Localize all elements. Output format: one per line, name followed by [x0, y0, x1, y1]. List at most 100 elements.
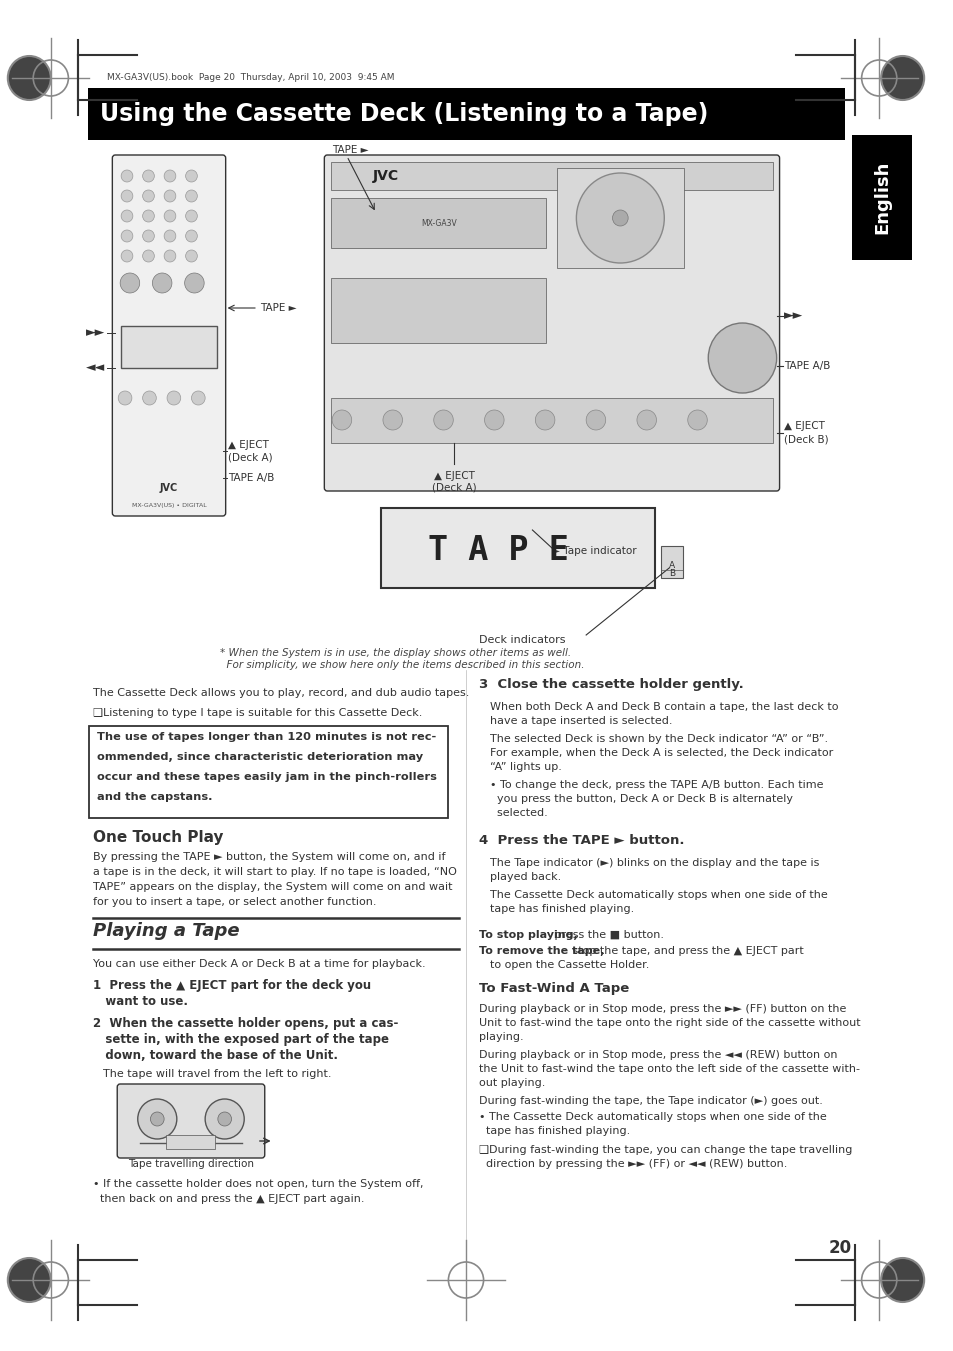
Circle shape — [484, 409, 503, 430]
FancyBboxPatch shape — [324, 155, 779, 490]
Text: 20: 20 — [828, 1239, 851, 1256]
Text: The Cassette Deck allows you to play, record, and dub audio tapes.: The Cassette Deck allows you to play, re… — [92, 688, 469, 698]
Circle shape — [143, 170, 154, 182]
Circle shape — [121, 250, 132, 262]
Text: MX-GA3V(US) • DIGITAL: MX-GA3V(US) • DIGITAL — [132, 504, 206, 508]
Text: occur and these tapes easily jam in the pinch-rollers: occur and these tapes easily jam in the … — [96, 771, 436, 782]
Circle shape — [8, 55, 51, 100]
Text: ▲ EJECT: ▲ EJECT — [434, 471, 475, 481]
Circle shape — [434, 409, 453, 430]
Text: During fast-winding the tape, the Tape indicator (►) goes out.: During fast-winding the tape, the Tape i… — [478, 1096, 821, 1106]
Text: For example, when the Deck A is selected, the Deck indicator: For example, when the Deck A is selected… — [490, 748, 833, 758]
Bar — [380, 508, 654, 588]
Text: down, toward the base of the Unit.: down, toward the base of the Unit. — [92, 1048, 337, 1062]
Text: 3  Close the cassette holder gently.: 3 Close the cassette holder gently. — [478, 678, 742, 690]
Text: When both Deck A and Deck B contain a tape, the last deck to: When both Deck A and Deck B contain a ta… — [490, 703, 838, 712]
Circle shape — [186, 209, 197, 222]
Text: • If the cassette holder does not open, turn the System off,: • If the cassette holder does not open, … — [92, 1179, 423, 1189]
Circle shape — [118, 390, 132, 405]
Text: and the capstans.: and the capstans. — [96, 792, 212, 802]
Text: direction by pressing the ►► (FF) or ◄◄ (REW) button.: direction by pressing the ►► (FF) or ◄◄ … — [478, 1159, 786, 1169]
Circle shape — [164, 190, 175, 203]
Text: ommended, since characteristic deterioration may: ommended, since characteristic deteriora… — [96, 753, 422, 762]
Text: 2  When the cassette holder opens, put a cas-: 2 When the cassette holder opens, put a … — [92, 1017, 397, 1029]
Circle shape — [121, 209, 132, 222]
Circle shape — [120, 273, 139, 293]
Circle shape — [143, 390, 156, 405]
Text: ▲ EJECT: ▲ EJECT — [783, 422, 824, 431]
Text: The use of tapes longer than 120 minutes is not rec-: The use of tapes longer than 120 minutes… — [96, 732, 436, 742]
Text: ►►: ►► — [783, 309, 802, 323]
Bar — [121, 326, 216, 367]
Bar — [331, 199, 545, 249]
Text: ❑During fast-winding the tape, you can change the tape travelling: ❑During fast-winding the tape, you can c… — [478, 1146, 851, 1155]
Circle shape — [881, 55, 923, 100]
Circle shape — [637, 409, 656, 430]
FancyBboxPatch shape — [112, 155, 226, 516]
Text: ▲ EJECT: ▲ EJECT — [228, 440, 268, 450]
Circle shape — [151, 1112, 164, 1125]
Text: During playback or in Stop mode, press the ◄◄ (REW) button on: During playback or in Stop mode, press t… — [478, 1050, 837, 1061]
Circle shape — [205, 1098, 244, 1139]
Bar — [331, 399, 772, 443]
Text: TAPE” appears on the display, the System will come on and wait: TAPE” appears on the display, the System… — [92, 882, 452, 892]
Circle shape — [186, 170, 197, 182]
Text: “A” lights up.: “A” lights up. — [490, 762, 561, 771]
Text: ◄◄: ◄◄ — [86, 362, 106, 374]
Text: TAPE A/B: TAPE A/B — [228, 473, 274, 484]
Circle shape — [217, 1112, 232, 1125]
Circle shape — [121, 170, 132, 182]
Text: • To change the deck, press the TAPE A/B button. Each time: • To change the deck, press the TAPE A/B… — [490, 780, 823, 790]
Text: (Deck A): (Deck A) — [432, 484, 476, 493]
Circle shape — [137, 1098, 176, 1139]
Text: TAPE ►: TAPE ► — [332, 145, 369, 155]
Text: During playback or in Stop mode, press the ►► (FF) button on the: During playback or in Stop mode, press t… — [478, 1004, 845, 1015]
Bar — [331, 162, 772, 190]
Text: a tape is in the deck, it will start to play. If no tape is loaded, “NO: a tape is in the deck, it will start to … — [92, 867, 456, 877]
Text: stop the tape, and press the ▲ EJECT part: stop the tape, and press the ▲ EJECT par… — [568, 946, 802, 957]
Text: press the ■ button.: press the ■ button. — [551, 929, 663, 940]
Circle shape — [143, 230, 154, 242]
Text: MX-GA3V(US).book  Page 20  Thursday, April 10, 2003  9:45 AM: MX-GA3V(US).book Page 20 Thursday, April… — [108, 73, 395, 82]
Text: the Unit to fast-wind the tape onto the left side of the cassette with-: the Unit to fast-wind the tape onto the … — [478, 1065, 859, 1074]
Circle shape — [535, 409, 555, 430]
Text: 1  Press the ▲ EJECT part for the deck you: 1 Press the ▲ EJECT part for the deck yo… — [92, 979, 371, 992]
Text: You can use either Deck A or Deck B at a time for playback.: You can use either Deck A or Deck B at a… — [92, 959, 425, 969]
Text: Playing a Tape: Playing a Tape — [92, 921, 239, 940]
Text: JVC: JVC — [160, 484, 178, 493]
Circle shape — [192, 390, 205, 405]
Circle shape — [164, 230, 175, 242]
Bar — [88, 88, 844, 141]
Text: A: A — [668, 561, 675, 570]
Text: ► Tape indicator: ► Tape indicator — [552, 546, 636, 557]
Text: (Deck B): (Deck B) — [783, 434, 828, 444]
Text: (Deck A): (Deck A) — [228, 453, 272, 462]
Text: played back.: played back. — [490, 871, 561, 882]
Text: tape has finished playing.: tape has finished playing. — [478, 1125, 629, 1136]
Bar — [331, 278, 545, 343]
Circle shape — [687, 409, 706, 430]
Text: The Cassette Deck automatically stops when one side of the: The Cassette Deck automatically stops wh… — [490, 890, 827, 900]
Circle shape — [382, 409, 402, 430]
Circle shape — [143, 250, 154, 262]
Text: for you to insert a tape, or select another function.: for you to insert a tape, or select anot… — [92, 897, 375, 907]
Text: The tape will travel from the left to right.: The tape will travel from the left to ri… — [103, 1069, 331, 1079]
Circle shape — [167, 390, 180, 405]
Text: English: English — [872, 161, 890, 234]
FancyBboxPatch shape — [117, 1084, 265, 1158]
Text: * When the System is in use, the display shows other items as well.
  For simpli: * When the System is in use, the display… — [219, 648, 583, 670]
Text: • The Cassette Deck automatically stops when one side of the: • The Cassette Deck automatically stops … — [478, 1112, 825, 1121]
Text: One Touch Play: One Touch Play — [92, 830, 223, 844]
Circle shape — [185, 273, 204, 293]
Circle shape — [121, 190, 132, 203]
Text: selected.: selected. — [490, 808, 548, 817]
Text: MX-GA3V: MX-GA3V — [421, 219, 457, 227]
Circle shape — [186, 190, 197, 203]
Text: then back on and press the ▲ EJECT part again.: then back on and press the ▲ EJECT part … — [92, 1194, 364, 1204]
Bar — [89, 725, 448, 817]
Text: Using the Cassette Deck (Listening to a Tape): Using the Cassette Deck (Listening to a … — [99, 101, 707, 126]
Text: ❑Listening to type I tape is suitable for this Cassette Deck.: ❑Listening to type I tape is suitable fo… — [92, 708, 422, 717]
Circle shape — [143, 190, 154, 203]
Circle shape — [121, 230, 132, 242]
Text: you press the button, Deck A or Deck B is alternately: you press the button, Deck A or Deck B i… — [490, 794, 793, 804]
